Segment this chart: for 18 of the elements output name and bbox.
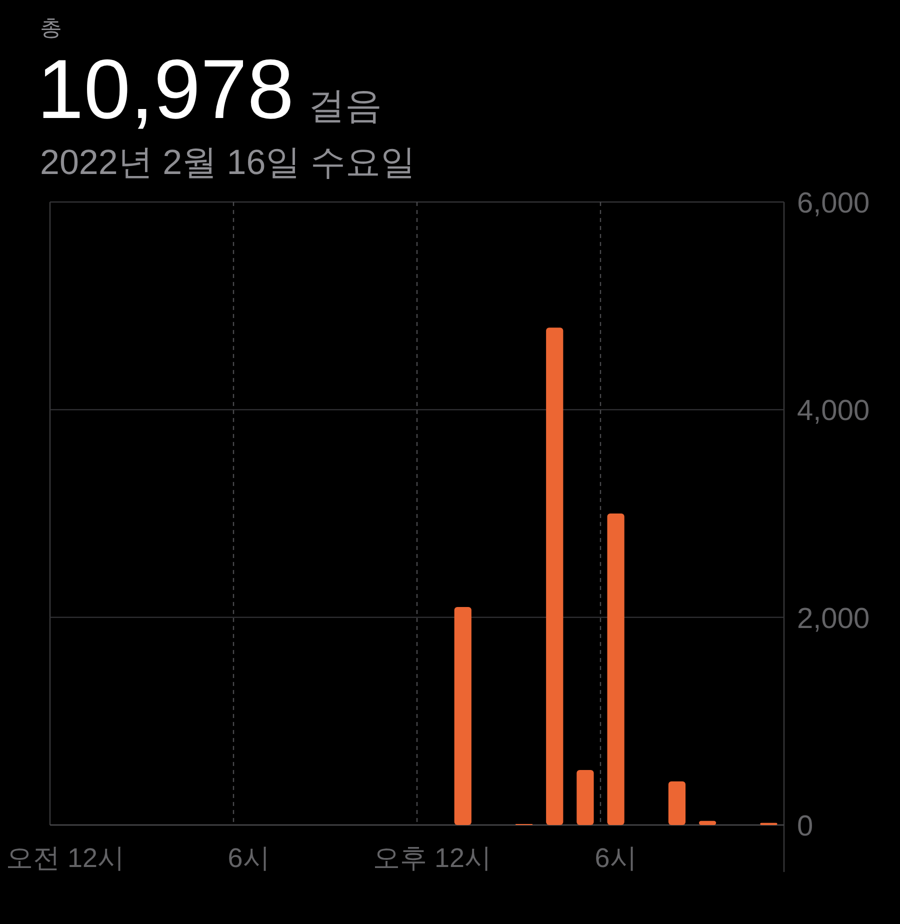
x-tick-label: 오후 12시: [373, 843, 492, 873]
y-tick-label: 6,000: [797, 187, 870, 220]
text: 걸음: [308, 85, 382, 126]
x-tick-label: 오전 12시: [6, 843, 125, 873]
bar: [454, 606, 472, 825]
y-tick-label: 2,000: [797, 602, 870, 635]
bar: [668, 781, 686, 825]
x-tick-label: 6시: [594, 843, 637, 873]
bar: [576, 770, 594, 825]
y-tick-label: 0: [797, 810, 814, 842]
chart-subtitle: 2022년 2월 16일 수요일: [40, 143, 416, 182]
x-tick-label: 6시: [228, 843, 270, 873]
bar: [698, 820, 716, 825]
y-tick-label: 4,000: [797, 395, 870, 428]
bar: [546, 328, 564, 825]
bar: [607, 514, 624, 825]
chart-title: 10,978: [37, 42, 294, 136]
text: 총: [40, 15, 62, 40]
